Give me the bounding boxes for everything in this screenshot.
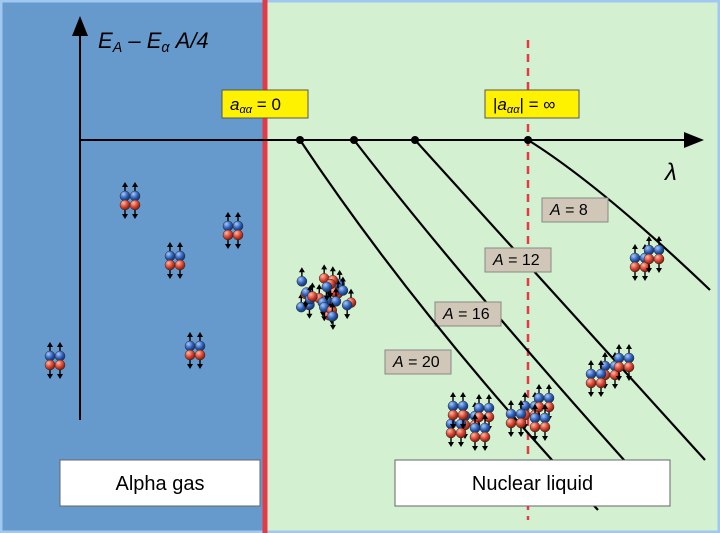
phase-box-label: Alpha gas (116, 473, 205, 495)
curve-label: A = 20 (392, 354, 440, 371)
curve-origin-dot (296, 136, 304, 144)
curve-origin-dot (350, 136, 358, 144)
phase-box-label: Nuclear liquid (472, 473, 593, 495)
curve-label: A = 16 (442, 306, 490, 323)
curve-label: A = 12 (492, 252, 540, 269)
curve-label: A = 8 (549, 202, 588, 219)
left-region (0, 0, 265, 533)
curve-origin-dot (524, 136, 532, 144)
threshold-label: aαα = 0 (230, 95, 281, 116)
threshold-label: |aαα| = ∞ (493, 95, 555, 116)
curve-origin-dot (411, 136, 419, 144)
x-axis-label: λ (663, 159, 677, 186)
